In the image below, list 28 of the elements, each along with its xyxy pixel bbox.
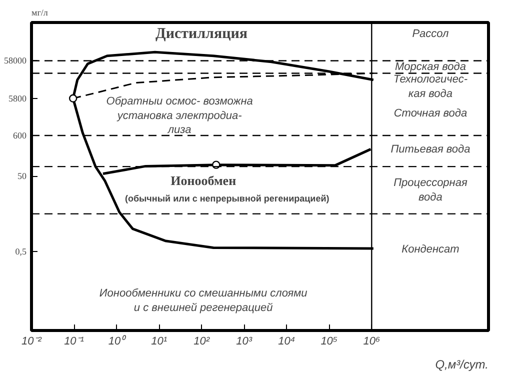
annotation: Обратныи осмос- возможна установка электродиа- лиза [106,95,253,136]
annotation: Ионообмен [170,173,237,188]
x-tick-label: 10⁻¹ [64,336,84,348]
annotation: Ионообменники со смешанными слоями и с внешней регенерацией [99,287,308,314]
y-axis-title: мг/л [32,8,48,18]
y-tick-label: 600 [13,130,27,141]
y-tick-label: 58000 [4,56,27,66]
x-tick-label: 10¹ [151,336,168,348]
y-tick-label: 5800 [8,93,27,104]
x-tick-label: 10² [194,336,210,348]
x-axis-title: Q,м³/сут. [435,358,489,372]
annotation: Питьевая вода [390,144,470,156]
x-tick-label: 10⁵ [320,336,338,348]
annotation: Сточная вода [394,107,468,120]
annotation: Технологичес- кая вода [393,73,468,100]
annotation: Процессорная вода [394,177,468,204]
x-tick-label: 10⁻² [22,336,42,348]
annotation: (обычный или с непрерывной регенирацией) [124,194,330,204]
y-tick-label: 0,5 [15,246,27,257]
x-tick-label: 10⁴ [278,336,296,348]
annotation: Рассол [412,28,449,40]
x-tick-label: 10³ [236,336,252,348]
annotation: Морская вода [394,60,466,73]
annotation: Дистилляция [156,26,248,42]
annotation: Конденсат [402,243,460,256]
y-tick-label: 50 [18,171,27,182]
x-tick-label: 10⁶ [363,336,380,348]
x-tick-label: 10⁰ [108,334,127,348]
